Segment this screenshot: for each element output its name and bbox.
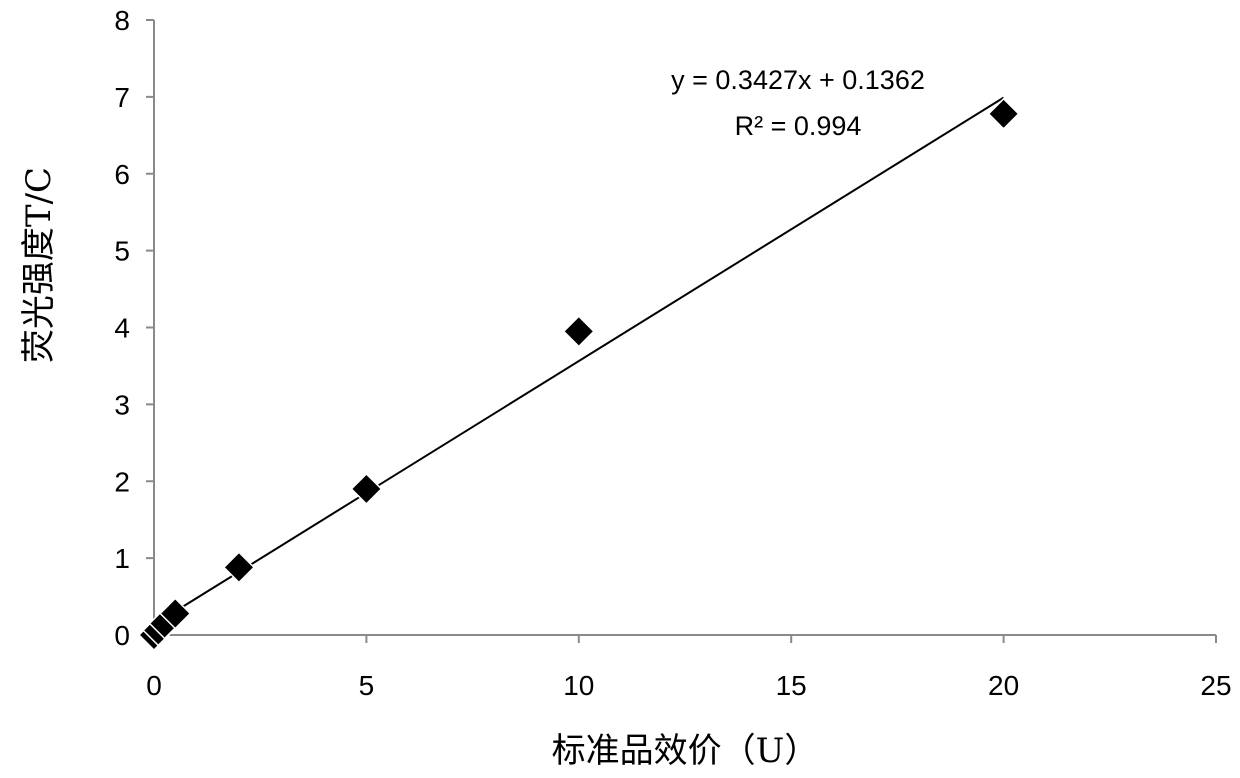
y-tick-label: 3: [114, 389, 130, 420]
trendline-equation: y = 0.3427x + 0.1362: [671, 65, 925, 95]
trendline: [154, 98, 1004, 625]
x-tick-label: 0: [146, 670, 162, 701]
x-tick-label: 10: [563, 670, 594, 701]
y-tick-label: 7: [114, 82, 130, 113]
axes: [146, 20, 1216, 643]
x-tick-label: 15: [776, 670, 807, 701]
y-tick-label: 6: [114, 159, 130, 190]
x-tick-label: 25: [1200, 670, 1231, 701]
y-tick-label: 5: [114, 236, 130, 267]
x-tick-label: 5: [359, 670, 375, 701]
y-axis-title: 荧光强度T/C: [19, 167, 59, 363]
y-tick-label: 4: [114, 313, 130, 344]
y-tick-label: 8: [114, 5, 130, 36]
y-tick-label: 1: [114, 543, 130, 574]
data-point: [564, 316, 594, 346]
tick-labels: 0 5 10 15 20 25 0 1 2 3 4 5 6 7 8: [114, 5, 1231, 701]
x-tick-label: 20: [988, 670, 1019, 701]
trendline-group: [154, 98, 1004, 625]
data-points: [139, 99, 1019, 650]
y-tick-label: 0: [114, 620, 130, 651]
y-tick-label: 2: [114, 466, 130, 497]
r-squared-label: R² = 0.994: [735, 111, 862, 141]
x-axis-title: 标准品效价（U）: [552, 731, 819, 771]
